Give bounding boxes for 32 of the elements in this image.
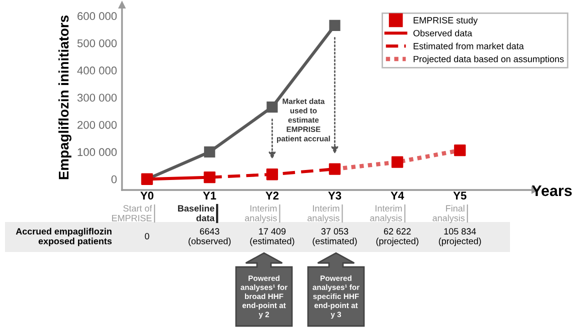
x-tick-label: Y3 xyxy=(328,192,342,200)
legend-label: Projected data based on assumptions xyxy=(414,56,564,64)
y-tick-label: 0 xyxy=(111,175,117,184)
y-tick-label: 100 000 xyxy=(78,148,117,156)
text: Start of EMPRISE xyxy=(112,204,152,222)
text: 0 xyxy=(144,233,150,240)
y-tick-label: 400 000 xyxy=(77,66,117,74)
text: 6643 (observed) xyxy=(188,228,231,246)
legend-label: EMPRISE study xyxy=(414,16,478,26)
x-tick-label: Y0 xyxy=(140,192,154,200)
y-axis-title: Empagliflozin ininitiators xyxy=(58,16,72,180)
text: Baseline data xyxy=(178,204,215,222)
y-tick-label: 300 000 xyxy=(77,94,117,102)
text: Accrued empagliflozin exposed patients xyxy=(16,228,112,246)
text: Interim analysis xyxy=(370,204,402,224)
text: Interim analysis xyxy=(308,204,340,224)
y-tick-label: 200 000 xyxy=(78,120,117,129)
x-axis-title: Years xyxy=(532,185,572,196)
x-tick-label: Y5 xyxy=(453,192,466,200)
x-tick-label: Y1 xyxy=(203,192,216,200)
y-tick-label: 600 000 xyxy=(78,12,117,20)
x-tick-label: Y4 xyxy=(390,192,404,200)
text: Final analysis xyxy=(432,204,465,224)
x-tick-label: Y2 xyxy=(266,192,279,200)
text: 62 622 (projected) xyxy=(376,228,418,246)
y-tick-label: 500 000 xyxy=(77,39,117,48)
text: 105 834 (projected) xyxy=(438,228,481,246)
text: Interim analysis xyxy=(244,204,277,224)
legend-label: Observed data xyxy=(413,30,472,36)
text: 37 053 (estimated) xyxy=(312,228,357,246)
text: 17 409 (estimated) xyxy=(250,228,294,246)
legend-label: Estimated from market data xyxy=(414,42,524,50)
